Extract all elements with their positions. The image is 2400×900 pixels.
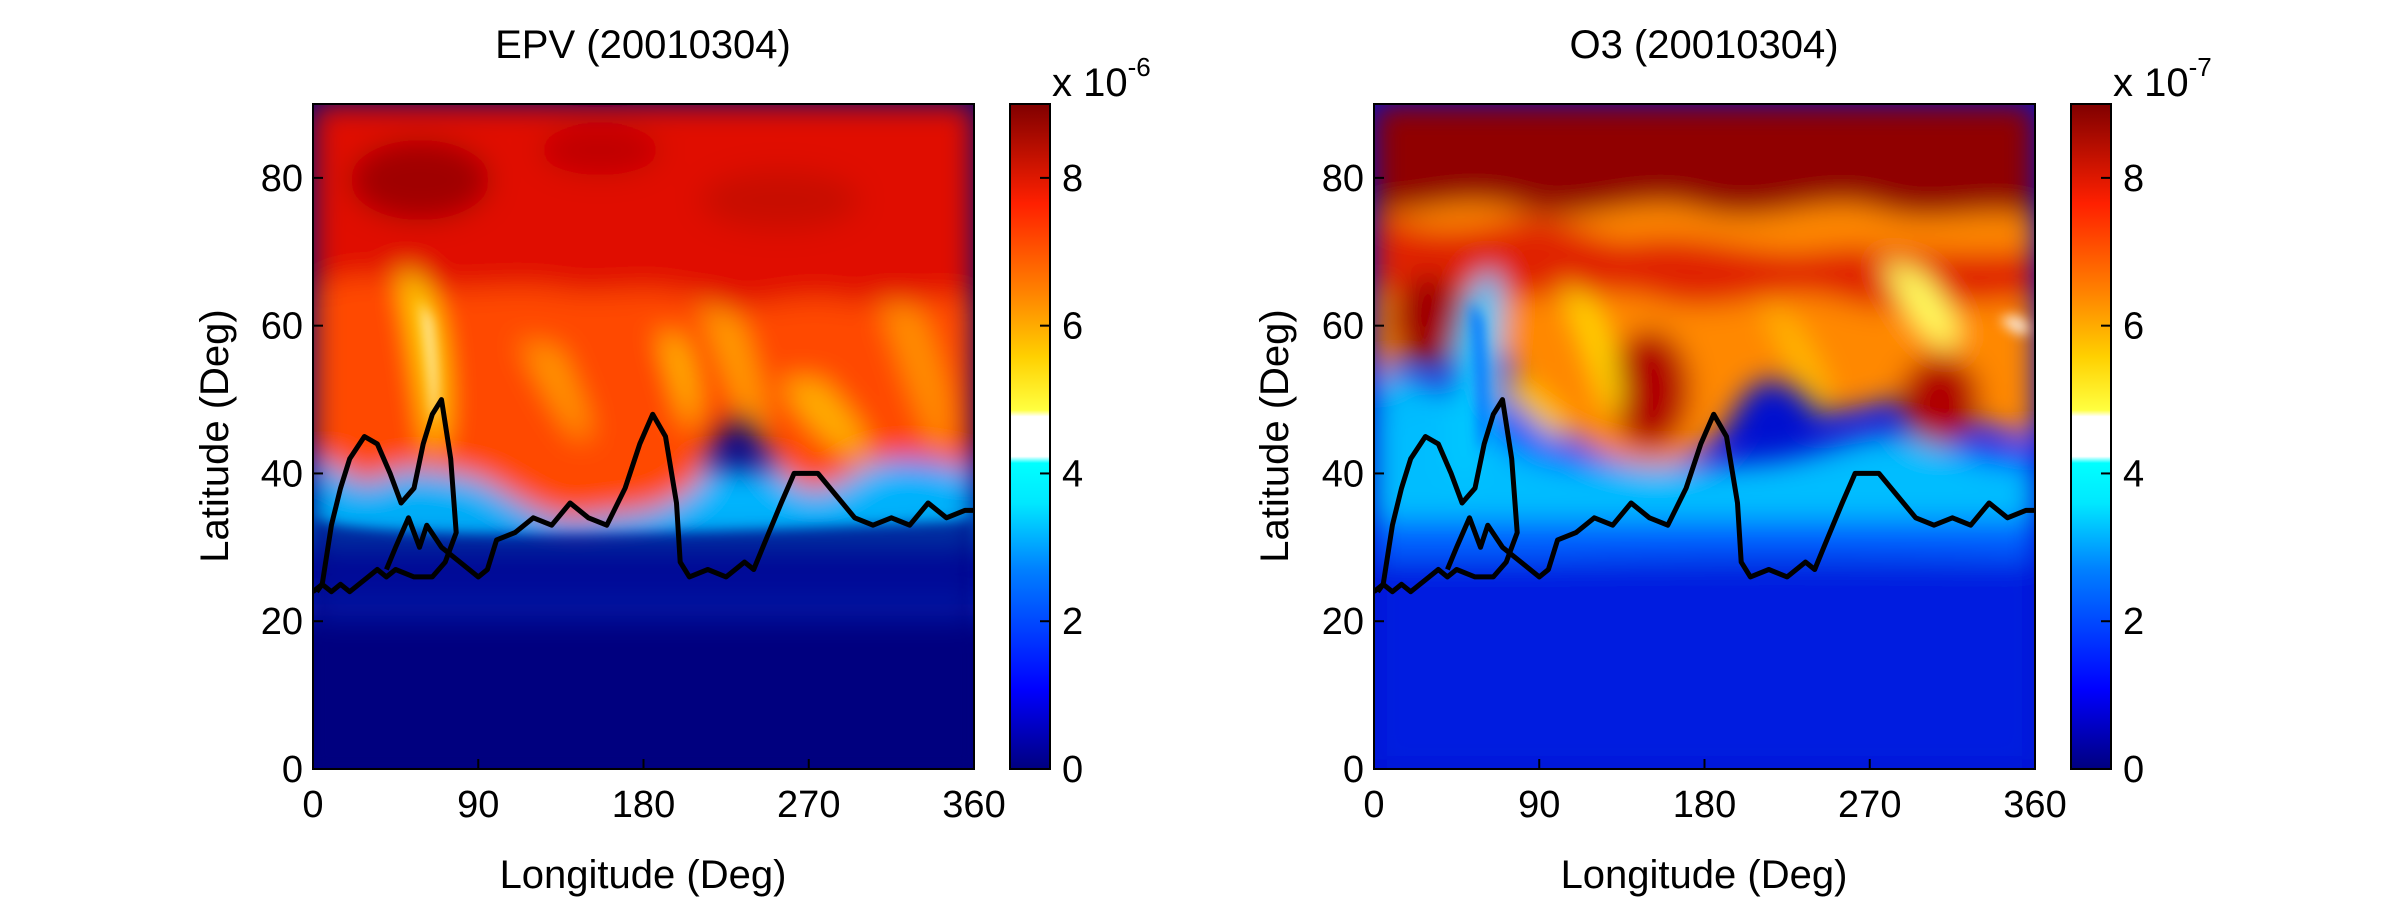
- epv-x-label: Longitude (Deg): [500, 853, 787, 897]
- o3-y-tick-label: 0: [1343, 749, 1364, 791]
- o3-x-tick-label: 360: [2003, 784, 2066, 826]
- epv-x-tick-label: 180: [612, 784, 675, 826]
- o3-colorbar-ticks: 0 2 4 6 8: [2101, 158, 2144, 791]
- o3-y-tick-label: 60: [1322, 306, 1364, 348]
- epv-contour-line-2: [384, 411, 974, 580]
- epv-colorbar: [1009, 103, 1051, 770]
- o3-colorbar-tick-label: 8: [2123, 158, 2144, 200]
- epv-contour-line-1: [313, 397, 459, 595]
- epv-title: EPV (20010304): [495, 23, 791, 67]
- o3-contour-line-2: [1445, 411, 2035, 580]
- epv-colorbar-tick-label: 8: [1062, 158, 1083, 200]
- o3-panel: O3 (20010304): [1253, 23, 2212, 897]
- epv-colorbar-ticks: 0 2 4 6 8: [1040, 158, 1083, 791]
- epv-colorbar-tick-label: 4: [1062, 453, 1083, 495]
- epv-heatmap: [313, 104, 974, 769]
- epv-contour: [313, 397, 974, 595]
- o3-colorbar-tick-label: 4: [2123, 453, 2144, 495]
- epv-colorbar-tick-label: 2: [1062, 601, 1083, 643]
- epv-colorbar-multiplier: x 10-6: [1052, 52, 1151, 105]
- o3-title: O3 (20010304): [1569, 23, 1838, 67]
- epv-x-tick-label: 360: [942, 784, 1005, 826]
- epv-panel: EPV (20010304): [193, 23, 1151, 897]
- o3-contour: [1374, 397, 2035, 595]
- o3-y-tick-label: 80: [1322, 158, 1364, 200]
- o3-y-label: Latitude (Deg): [1253, 309, 1297, 562]
- o3-y-ticks: 0 20 40 60 80: [1322, 158, 1384, 791]
- epv-y-tick-label: 40: [261, 453, 303, 495]
- o3-contour-line-1: [1374, 397, 1520, 595]
- o3-colorbar: [2070, 103, 2112, 770]
- epv-y-tick-label: 0: [282, 749, 303, 791]
- o3-x-tick-label: 270: [1838, 784, 1901, 826]
- o3-y-tick-label: 40: [1322, 453, 1364, 495]
- epv-colorbar-tick-label: 6: [1062, 306, 1083, 348]
- epv-y-ticks: 0 20 40 60 80: [261, 158, 323, 791]
- o3-x-tick-label: 90: [1518, 784, 1560, 826]
- o3-x-ticks: 0 90 180 270 360: [1363, 759, 2067, 826]
- epv-y-tick-label: 60: [261, 306, 303, 348]
- epv-x-tick-label: 90: [457, 784, 499, 826]
- o3-x-label: Longitude (Deg): [1561, 853, 1848, 897]
- epv-y-tick-label: 80: [261, 158, 303, 200]
- o3-y-tick-label: 20: [1322, 601, 1364, 643]
- o3-colorbar-tick-label: 2: [2123, 601, 2144, 643]
- epv-x-tick-label: 270: [777, 784, 840, 826]
- o3-x-tick-label: 180: [1673, 784, 1736, 826]
- o3-colorbar-tick-label: 6: [2123, 306, 2144, 348]
- epv-x-tick-label: 0: [302, 784, 323, 826]
- o3-colorbar-tick-label: 0: [2123, 749, 2144, 791]
- epv-y-label: Latitude (Deg): [193, 309, 237, 562]
- epv-x-ticks: 0 90 180 270 360: [302, 759, 1006, 826]
- o3-x-tick-label: 0: [1363, 784, 1384, 826]
- epv-colorbar-tick-label: 0: [1062, 749, 1083, 791]
- epv-y-tick-label: 20: [261, 601, 303, 643]
- o3-colorbar-multiplier: x 10-7: [2113, 52, 2212, 105]
